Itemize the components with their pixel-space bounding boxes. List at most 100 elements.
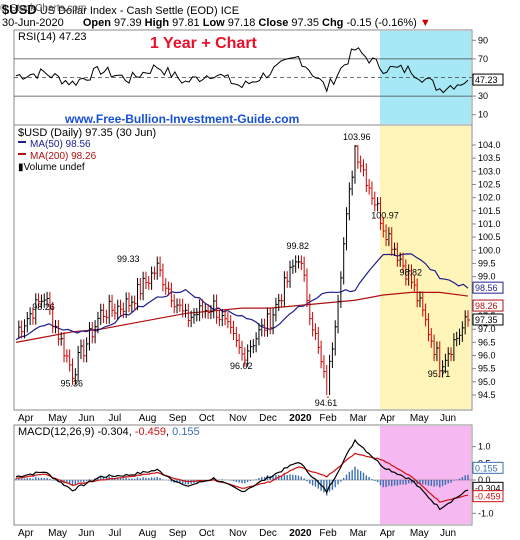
macd-x-label: May: [48, 528, 67, 539]
price-chart: 104.0 103.5 103.0 102.5 102.0 101.5 101.0 100.5…: [15, 132, 504, 424]
price-axis-tick-label: 101.5: [478, 206, 501, 216]
macd-x-label: Aug: [139, 528, 157, 539]
ma200-legend-swatch: [18, 153, 26, 155]
high-value: 97.81: [172, 17, 200, 29]
macd-axis-tick-label: 0.0: [478, 475, 491, 485]
price-last-label: 97.35: [475, 315, 498, 325]
price-annotation: 100.97: [371, 211, 399, 221]
chart-header: $USD US Dollar Index - Cash Settle (EOD)…: [2, 2, 239, 17]
rsi-axis-tick-label: 70: [478, 54, 488, 64]
down-arrow-icon: ▼: [419, 17, 431, 29]
price-axis-tick-label: 102.5: [478, 179, 501, 189]
macd-x-label: Dec: [259, 528, 277, 539]
ma200-last-label-box: [472, 299, 504, 312]
price-x-label: Mar: [350, 413, 368, 424]
ma50-last-label: 98.56: [475, 283, 498, 293]
price-x-label: Jun: [78, 413, 94, 424]
macd-x-label: 2020: [289, 528, 312, 539]
macd-highlight: [380, 426, 471, 524]
ma200-last-label: 98.26: [475, 301, 498, 311]
low-value: 97.18: [227, 17, 256, 29]
price-axis-tick-label: 104.0: [478, 140, 501, 150]
macd-value: -0.304: [97, 426, 128, 438]
price-annotation: 95.36: [61, 378, 84, 388]
macd-x-label: Oct: [199, 528, 215, 539]
price-annotation: 99.82: [287, 241, 310, 251]
hist-value: 0.155: [172, 426, 200, 438]
ma200-legend: MA(200) 98.26: [30, 151, 97, 162]
macd-axis-tick-label: 1.0: [478, 442, 491, 452]
price-x-label: Nov: [229, 413, 247, 424]
rsi-last-label: 47.23: [475, 75, 498, 85]
signal-last-label: -0.459: [475, 492, 501, 502]
macd-x-label: Mar: [350, 528, 368, 539]
price-axis-tick-label: 96.5: [478, 337, 496, 347]
price-axis-tick-label: 103.0: [478, 166, 501, 176]
high-label: High: [144, 17, 170, 29]
open-value: 97.39: [114, 17, 142, 29]
price-axis-tick-label: 95.5: [478, 364, 496, 374]
price-annotation: 95.71: [428, 369, 451, 379]
symbol: $USD: [2, 2, 37, 17]
price-x-label: Dec: [259, 413, 277, 424]
rsi-axis-tick-label: 10: [478, 110, 488, 120]
price-axis-tick-label: 94.5: [478, 390, 496, 400]
brand-label: © StockCharts.com: [0, 3, 87, 14]
low-label: Low: [202, 17, 225, 29]
price-annotation: 96.02: [230, 361, 253, 371]
ma50-line: [15, 253, 469, 341]
signal-last-label-box: [472, 490, 504, 503]
ma50-legend: MA(50) 98.56: [30, 139, 91, 150]
volume-legend-text: Volume undef: [24, 162, 85, 173]
price-axis-tick-label: 102.0: [478, 193, 501, 203]
quote-line: 30-Jun-2020 Open 97.39 High 97.81 Low 97…: [2, 17, 431, 29]
price-axis-tick-label: 99.5: [478, 258, 496, 268]
hist-last-label-box: [472, 461, 504, 474]
volume-bars-icon: ▮: [18, 162, 24, 173]
price-x-label: Jun: [440, 413, 456, 424]
price-x-label: Apr: [380, 413, 396, 424]
close-value: 97.35: [291, 17, 319, 29]
price-last-label-box: [472, 313, 504, 326]
macd-axis-tick-label: -1.0: [478, 508, 494, 518]
rsi-last-label-box: [472, 73, 504, 86]
price-annotation: 103.96: [343, 132, 371, 142]
price-axis-tick-label: 100.5: [478, 232, 501, 242]
macd-x-label: Jul: [108, 528, 121, 539]
website-link[interactable]: www.Free-Bullion-Investment-Guide.com: [64, 112, 299, 126]
macd-x-label: May: [410, 528, 429, 539]
price-annotation: 98.26: [32, 302, 55, 312]
volume-legend: ▮Volume undef: [18, 162, 85, 173]
price-annotation: 98.82: [400, 267, 423, 277]
macd-x-label: Nov: [229, 528, 247, 539]
rsi-line: [15, 47, 469, 94]
ma200-line: [15, 291, 469, 343]
chg-label: Chg: [322, 17, 344, 29]
ma50-legend-swatch: [18, 141, 26, 143]
chg-value: -0.15 (-0.16%): [346, 17, 417, 29]
close-label: Close: [258, 17, 289, 29]
price-x-label: Jul: [108, 413, 121, 424]
price-axis-tick-label: 103.5: [478, 153, 501, 163]
signal-value: -0.459: [135, 426, 166, 438]
macd-x-label: Sep: [169, 528, 187, 539]
price-title: $USD (Daily) 97.35 (30 Jun): [18, 127, 156, 139]
price-panel: [13, 124, 473, 411]
price-highlight: [380, 126, 471, 409]
exchange: ICE: [220, 5, 240, 17]
rsi-axis-tick-label: 90: [478, 35, 488, 45]
price-x-label: Oct: [199, 413, 215, 424]
macd-panel: [13, 424, 473, 526]
macd-name: MACD(12,26,9): [18, 426, 94, 438]
macd-x-label: Feb: [319, 528, 337, 539]
price-annotation: 94.61: [315, 398, 338, 408]
open-label: Open: [82, 17, 111, 29]
price-axis-tick-label: 95.0: [478, 377, 496, 387]
macd-title: MACD(12,26,9) -0.304, -0.459, 0.155: [18, 426, 200, 438]
price-x-label: Apr: [18, 413, 34, 424]
ma50-last-label-box: [472, 281, 504, 294]
price-x-label: Sep: [169, 413, 187, 424]
macd-line: [15, 438, 469, 511]
instrument-name: US Dollar Index - Cash Settle (EOD): [39, 5, 218, 17]
